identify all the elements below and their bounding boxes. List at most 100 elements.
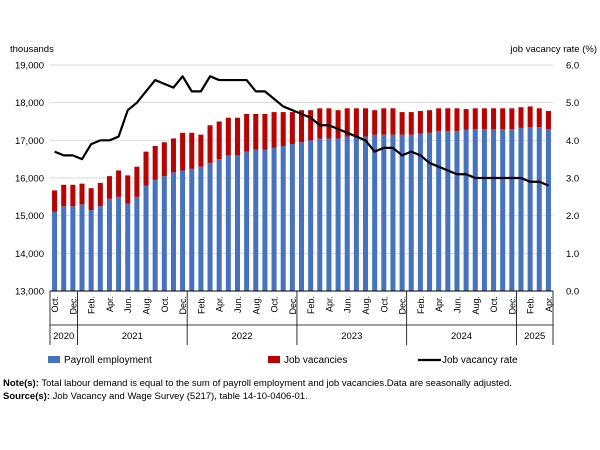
employment-bar [298, 142, 305, 291]
y-tick-label-right: 1.0 [566, 249, 579, 260]
bars [52, 106, 551, 292]
employment-bar [244, 151, 250, 291]
employment-bar [152, 179, 158, 291]
employment-bar [61, 206, 67, 291]
x-tick-label-month: Oct. [160, 296, 170, 313]
employment-bar [463, 129, 469, 291]
employment-bar [436, 130, 442, 291]
vacancy-bar [61, 184, 67, 207]
vacancy-bar [381, 108, 387, 135]
x-tick-label-month: Oct. [379, 296, 389, 313]
employment-bar [134, 196, 140, 291]
employment-bar [417, 133, 423, 291]
employment-bar [88, 210, 94, 291]
note-text: Total labour demand is equal to the sum … [41, 378, 512, 389]
employment-bar [262, 149, 268, 291]
legend-swatch-vacancies [268, 356, 280, 363]
vacancy-bar [545, 110, 551, 130]
x-tick-label-month: Apr. [324, 296, 334, 312]
employment-bar [317, 138, 323, 291]
vacancy-bar [509, 108, 515, 130]
vacancy-bar [481, 108, 487, 130]
vacancy-bar [500, 108, 506, 130]
employment-bar [518, 127, 524, 291]
y-tick-label-right: 5.0 [566, 98, 579, 109]
employment-bar [536, 127, 542, 292]
x-tick-label-month: Feb. [416, 296, 426, 314]
x-tick-label-month: Oct. [489, 296, 499, 313]
employment-bar [207, 162, 213, 291]
x-tick-label-month: Jun. [343, 296, 353, 313]
vacancy-bar [518, 107, 524, 128]
employment-bar [161, 176, 167, 291]
vacancy-rate-line-layer [54, 75, 549, 187]
source-line: Source(s): Job Vacancy and Wage Survey (… [3, 390, 597, 403]
employment-bar [491, 129, 497, 291]
employment-bar [170, 172, 176, 291]
vacancy-bar [335, 110, 341, 139]
x-tick-label-month: Dec. [288, 296, 298, 315]
legend-label-rate: Job vacancy rate [442, 355, 518, 366]
vacancy-bar [280, 112, 286, 146]
y-tick-label-right: 2.0 [566, 211, 579, 222]
x-tick-label-month: Aug. [251, 296, 261, 315]
vacancy-bar [216, 121, 222, 160]
vacancy-bar [536, 108, 542, 128]
axes: 13,000 14,000 15,000 16,000 17,000 18,000 19,0… [10, 44, 597, 345]
vacancy-bar [298, 110, 305, 143]
y-tick-label-left: 19,000 [15, 61, 44, 72]
vacancy-bar [161, 142, 167, 177]
y-tick-label-left: 14,000 [15, 249, 44, 260]
right-axis-title: job vacancy rate (%) [509, 44, 597, 55]
employment-bar [481, 129, 487, 291]
employment-bar [372, 134, 378, 291]
y-tick-label-right: 3.0 [566, 174, 579, 185]
employment-bar [225, 155, 231, 291]
employment-bar [180, 170, 186, 291]
employment-bar [216, 159, 222, 291]
employment-bar [125, 203, 131, 291]
vacancy-bar [436, 108, 442, 131]
employment-bar [427, 132, 433, 291]
x-tick-label-month: Jun. [452, 296, 462, 313]
x-tick-label-year: 2022 [231, 331, 252, 342]
vacancy-bar [408, 112, 414, 135]
vacancy-bar [399, 112, 405, 135]
x-tick-label-month: Dec. [68, 296, 78, 315]
employment-bar [79, 204, 85, 291]
source-text: Job Vacancy and Wage Survey (5217), tabl… [52, 391, 308, 402]
x-tick-label-month: Dec. [398, 296, 408, 315]
employment-bar [143, 185, 149, 291]
x-tick-label-year: 2021 [122, 331, 143, 342]
vacancy-bar [244, 113, 250, 152]
x-tick-label-month: Feb. [196, 296, 206, 314]
vacancy-bar [472, 108, 478, 130]
vacancy-bar [52, 190, 58, 212]
employment-bar [97, 206, 103, 291]
vacancy-bar [198, 134, 204, 167]
vacancy-bar [445, 108, 451, 131]
employment-bar [454, 130, 460, 291]
employment-bar [280, 145, 286, 291]
vacancy-bar [189, 132, 195, 169]
employment-bar [390, 134, 396, 291]
x-tick-label-month: Apr. [215, 296, 225, 312]
vacancy-bar [463, 109, 469, 130]
x-tick-label-month: Jun. [233, 296, 243, 313]
x-tick-label-month: Feb. [87, 296, 97, 314]
vacancy-bar [454, 108, 460, 131]
vacancy-bar [363, 108, 369, 137]
employment-bar [445, 130, 451, 291]
vacancy-bar [125, 175, 131, 204]
legend: Payroll employment Job vacancies Job vacan… [48, 355, 518, 366]
employment-bar [189, 168, 195, 291]
legend-label-employment: Payroll employment [64, 355, 152, 366]
vacancy-bar [390, 108, 396, 135]
vacancy-bar [70, 184, 76, 207]
y-tick-label-left: 17,000 [15, 136, 44, 147]
employment-bar [106, 198, 112, 291]
vacancy-bar [427, 110, 433, 133]
vacancy-bar [152, 145, 158, 180]
vacancy-bar [134, 166, 140, 197]
x-tick-label-month: Jun. [123, 296, 133, 313]
